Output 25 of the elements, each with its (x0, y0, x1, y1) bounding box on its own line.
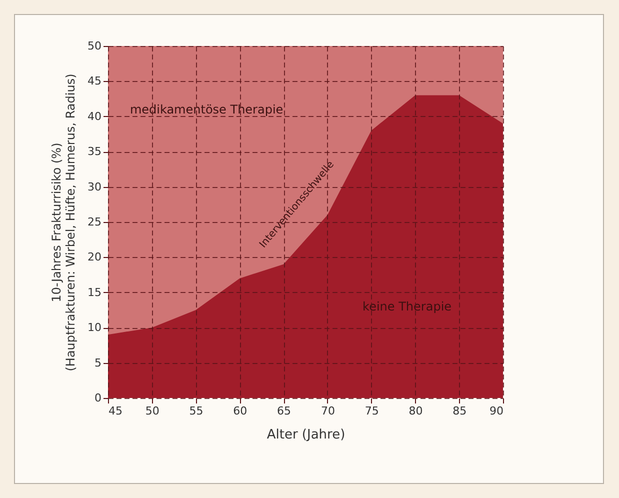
y-tick-label: 30 (88, 180, 102, 194)
y-tick-label: 35 (88, 145, 102, 158)
x-tick-label: 50 (145, 404, 160, 418)
y-axis-title: 10-Jahres Frakturrisiko (%) (Hauptfrakturen: Wirbel, Hüfte, Humerus, Radius) (50, 74, 78, 372)
y-tick-label: 45 (88, 74, 102, 88)
x-tick-label: 75 (364, 404, 379, 418)
y-tick-label: 25 (88, 216, 102, 228)
y-tick-label: 15 (88, 286, 102, 299)
annotation: keine Therapie (362, 299, 452, 314)
y-tick-label: 20 (88, 250, 102, 264)
x-tick-label: 65 (277, 404, 292, 418)
x-tick-label: 90 (490, 404, 504, 418)
x-tick-label: 45 (108, 404, 122, 418)
y-tick-label: 50 (88, 40, 102, 52)
x-tick-label: 80 (408, 404, 423, 418)
x-tick-label: 55 (189, 404, 204, 418)
x-tick-label: 70 (320, 404, 335, 418)
y-tick-label: 0 (94, 392, 102, 404)
y-tick-label: 10 (88, 321, 102, 334)
y-tick-label: 40 (88, 110, 102, 123)
x-axis-title: Alter (Jahre) (266, 428, 346, 442)
x-tick-label: 60 (233, 404, 248, 418)
annotation: medikamentöse Therapie (130, 102, 284, 116)
y-tick-label: 5 (94, 356, 102, 370)
x-tick-label: 85 (452, 404, 467, 418)
